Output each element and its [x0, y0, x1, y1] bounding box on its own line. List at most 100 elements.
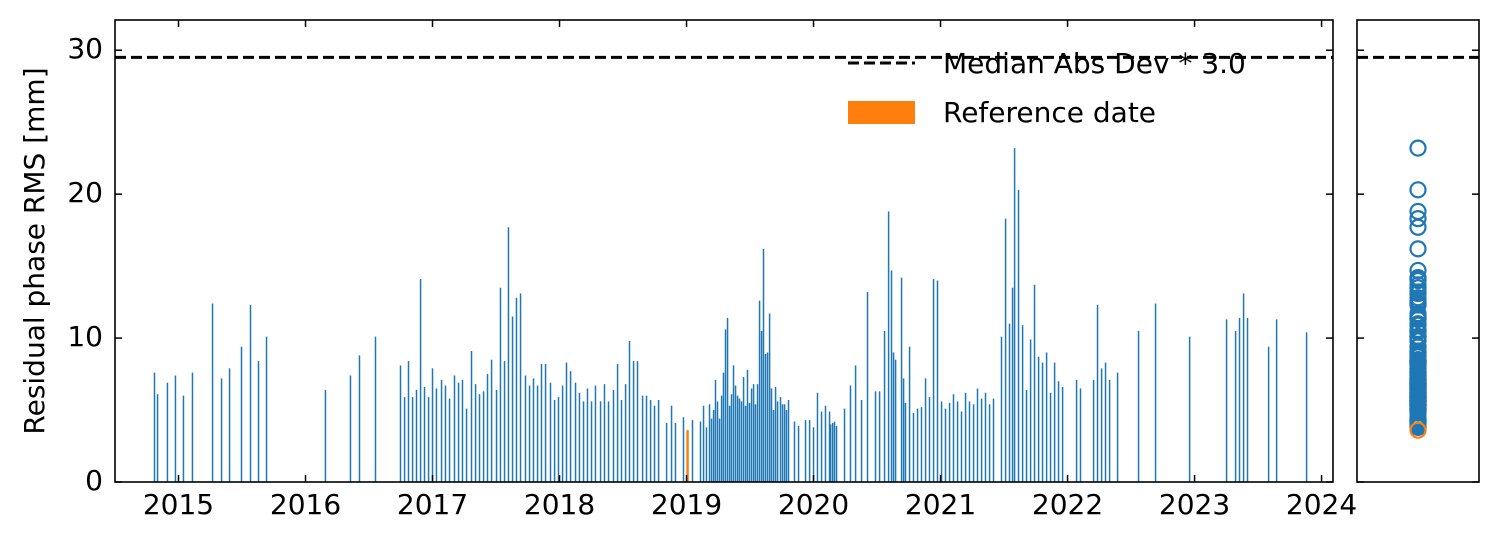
bar [714, 379, 717, 482]
x-tick-label: 2021 [905, 488, 976, 521]
bar [702, 405, 705, 482]
bar [804, 420, 807, 482]
bar [440, 379, 443, 482]
distribution-point [1409, 389, 1427, 408]
bar [724, 329, 727, 482]
bar [1100, 368, 1103, 482]
bar [457, 382, 460, 482]
distribution-point [1409, 218, 1427, 236]
bar [444, 385, 447, 482]
bar [490, 359, 493, 482]
bar [1238, 317, 1241, 482]
x-tick-label: 2020 [778, 488, 849, 521]
bar [900, 277, 903, 482]
plot-frame [114, 19, 1334, 483]
bar [902, 378, 905, 482]
bar [774, 387, 777, 482]
bar [499, 287, 502, 482]
x-tick-label: 2016 [270, 488, 341, 521]
bar [1011, 287, 1014, 482]
bar [632, 361, 635, 482]
side-frame [1356, 19, 1480, 483]
bar [860, 399, 863, 482]
bar [752, 384, 755, 482]
bar [461, 379, 464, 482]
bar [928, 397, 931, 482]
bar [787, 399, 790, 482]
bar [1188, 336, 1191, 482]
bar [691, 420, 694, 482]
bar [785, 410, 788, 482]
bar [665, 422, 668, 482]
bar [1045, 352, 1048, 482]
bar [904, 402, 907, 482]
bar [1246, 317, 1249, 482]
bar [540, 363, 543, 482]
legend-label: Median Abs Dev * 3.0 [943, 47, 1246, 80]
bar [756, 384, 759, 482]
bar [240, 346, 243, 482]
x-tick-label: 2024 [1286, 488, 1357, 521]
bar [831, 422, 834, 482]
bar [1061, 387, 1064, 482]
bar [1029, 339, 1032, 482]
bar [742, 376, 745, 482]
bar [866, 292, 869, 482]
bar [582, 401, 585, 482]
bar [736, 395, 739, 482]
bar [1104, 362, 1107, 482]
bar [824, 405, 827, 482]
bar [590, 401, 593, 482]
bar [783, 404, 786, 482]
bar [478, 394, 481, 482]
bar [1053, 362, 1056, 482]
distribution-point [1409, 271, 1427, 290]
bar [718, 418, 721, 482]
bar [1092, 379, 1095, 482]
bar [952, 394, 955, 482]
bar [932, 279, 935, 482]
bar [710, 418, 713, 482]
bar [524, 375, 527, 482]
bar [722, 372, 725, 482]
bar [1275, 319, 1278, 482]
bar [1013, 148, 1016, 483]
bar [890, 270, 893, 482]
bar [228, 368, 231, 482]
legend-label: Reference date [943, 96, 1156, 129]
legend-swatch [848, 101, 915, 124]
bar [1004, 218, 1007, 482]
bar [586, 388, 589, 482]
bar [470, 351, 473, 482]
bar [349, 375, 352, 482]
bar [708, 404, 711, 482]
bar [760, 330, 763, 482]
bar [1137, 330, 1140, 482]
bar [1154, 303, 1157, 482]
bar [1075, 379, 1078, 482]
x-tick-label: 2018 [524, 488, 595, 521]
bar [532, 378, 535, 482]
bar [544, 363, 547, 482]
bar [776, 401, 779, 482]
bar [1225, 319, 1228, 482]
bar [574, 382, 577, 482]
bar [738, 398, 741, 482]
bar [1008, 323, 1011, 482]
bar [720, 395, 723, 482]
bar [211, 303, 214, 482]
bar [916, 408, 919, 482]
bar [849, 385, 852, 482]
bar [653, 405, 656, 482]
bar [764, 353, 767, 482]
bar [992, 398, 995, 482]
bar [482, 391, 485, 482]
bar [980, 398, 983, 482]
bar [620, 399, 623, 482]
bar [892, 352, 895, 482]
bar [515, 297, 518, 482]
bar [358, 355, 361, 482]
bar [1116, 372, 1119, 482]
distribution-point [1409, 202, 1427, 221]
distribution-point [1409, 210, 1427, 228]
